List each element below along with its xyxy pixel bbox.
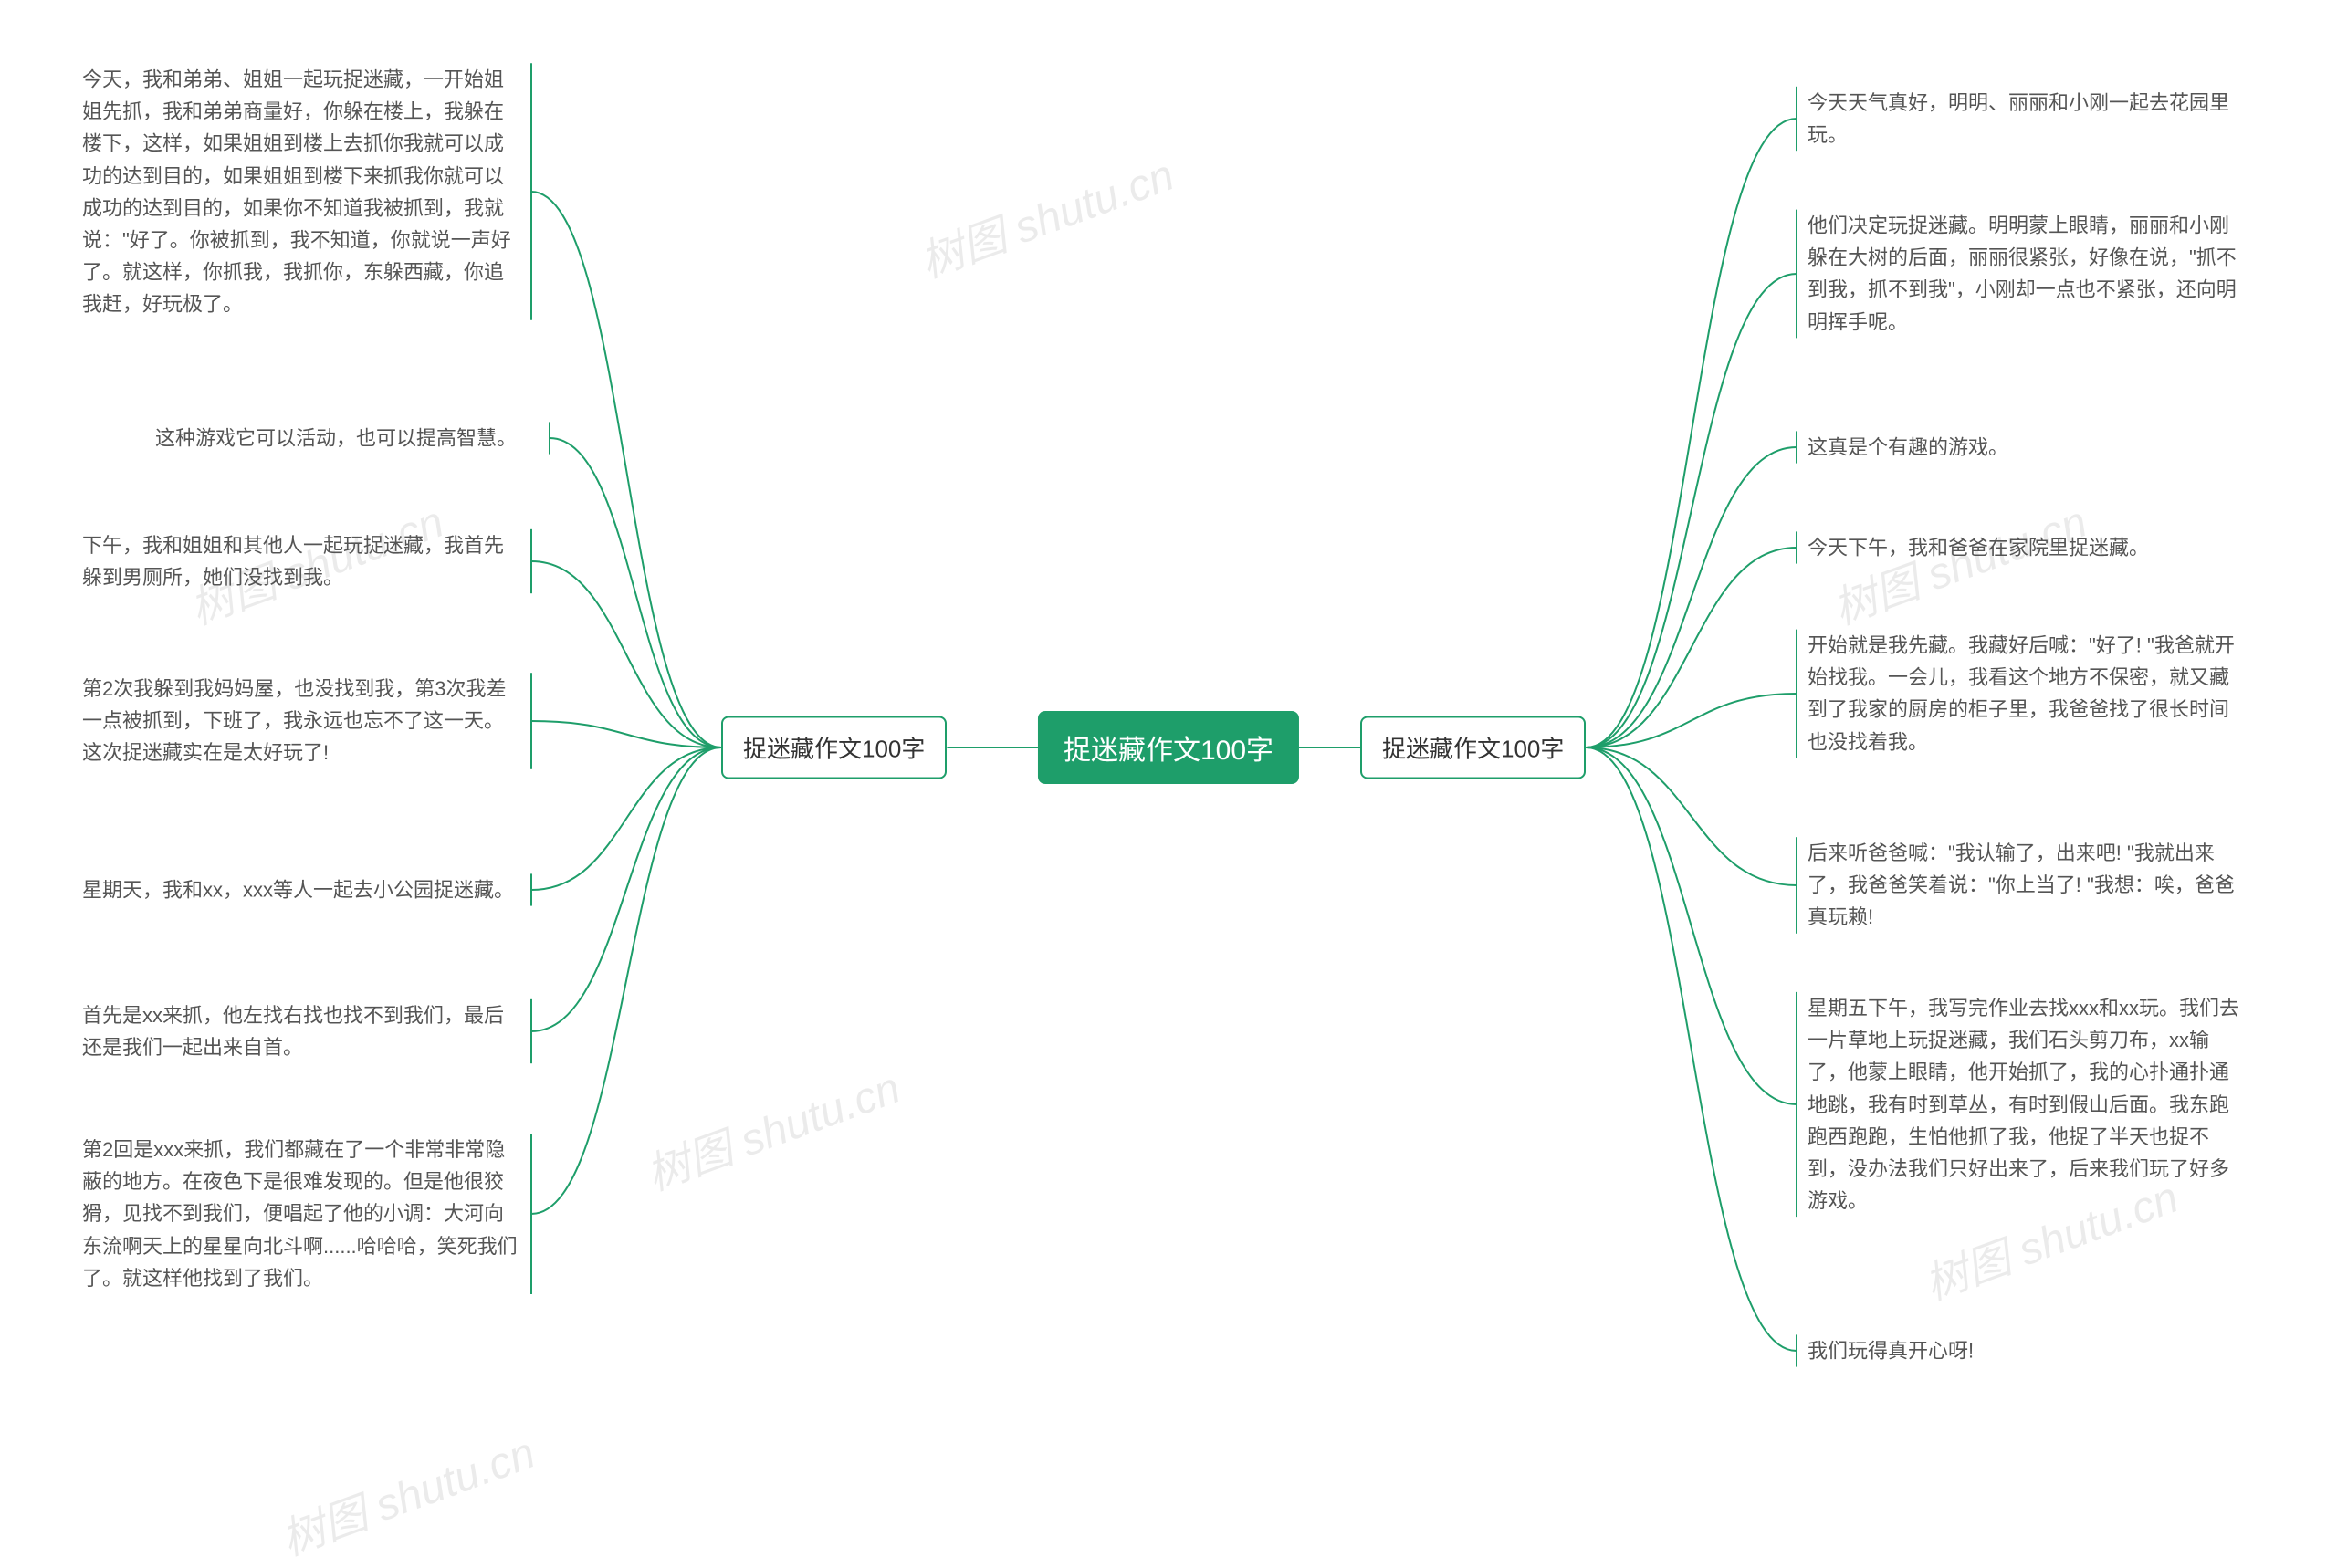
watermark-3: 树图 shutu.cn: [636, 1051, 907, 1202]
leaf-left-0[interactable]: 今天，我和弟弟、姐姐一起玩捉迷藏，一开始姐姐先抓，我和弟弟商量好，你躲在楼上，我…: [82, 63, 520, 320]
leaf-right-2[interactable]: 这真是个有趣的游戏。: [1808, 431, 2246, 463]
subnode-right[interactable]: 捉迷藏作文100字: [1360, 716, 1586, 779]
leaf-left-2[interactable]: 下午，我和姐姐和其他人一起玩捉迷藏，我首先躲到男厕所，她们没找到我。: [82, 529, 520, 593]
leaf-right-3[interactable]: 今天下午，我和爸爸在家院里捉迷藏。: [1808, 531, 2246, 563]
subnode-left[interactable]: 捉迷藏作文100字: [721, 716, 947, 779]
leaf-right-4[interactable]: 开始就是我先藏。我藏好后喊："好了! "我爸就开始找我。一会儿，我看这个地方不保…: [1808, 630, 2246, 758]
leaf-left-4[interactable]: 星期天，我和xx，xxx等人一起去小公园捉迷藏。: [82, 873, 520, 905]
mindmap-container: 捉迷藏作文100字 捉迷藏作文100字 捉迷藏作文100字 今天，我和弟弟、姐姐…: [0, 0, 2337, 1495]
leaf-left-1[interactable]: 这种游戏它可以活动，也可以提高智慧。: [155, 422, 539, 454]
leaf-right-1[interactable]: 他们决定玩捉迷藏。明明蒙上眼睛，丽丽和小刚躲在大树的后面，丽丽很紧张，好像在说，…: [1808, 210, 2246, 339]
leaf-right-7[interactable]: 我们玩得真开心呀!: [1808, 1334, 2246, 1366]
leaf-right-5[interactable]: 后来听爸爸喊："我认输了，出来吧! "我就出来了，我爸爸笑着说："你上当了! "…: [1808, 837, 2246, 934]
subnode-left-label: 捉迷藏作文100字: [743, 736, 925, 763]
leaf-left-5[interactable]: 首先是xx来抓，他左找右找也找不到我们，最后还是我们一起出来自首。: [82, 999, 520, 1063]
root-label: 捉迷藏作文100字: [1064, 736, 1273, 766]
subnode-right-label: 捉迷藏作文100字: [1382, 736, 1564, 763]
leaf-right-0[interactable]: 今天天气真好，明明、丽丽和小刚一起去花园里玩。: [1808, 87, 2246, 151]
leaf-left-6[interactable]: 第2回是xxx来抓，我们都藏在了一个非常非常隐蔽的地方。在夜色下是很难发现的。但…: [82, 1134, 520, 1294]
leaf-left-3[interactable]: 第2次我躲到我妈妈屋，也没找到我，第3次我差一点被抓到，下班了，我永远也忘不了这…: [82, 673, 520, 769]
watermark-5: 树图 shutu.cn: [271, 1416, 542, 1567]
root-node[interactable]: 捉迷藏作文100字: [1038, 711, 1299, 784]
leaf-right-6[interactable]: 星期五下午，我写完作业去找xxx和xx玩。我们去一片草地上玩捉迷藏，我们石头剪刀…: [1808, 992, 2246, 1217]
watermark-1: 树图 shutu.cn: [910, 139, 1181, 289]
